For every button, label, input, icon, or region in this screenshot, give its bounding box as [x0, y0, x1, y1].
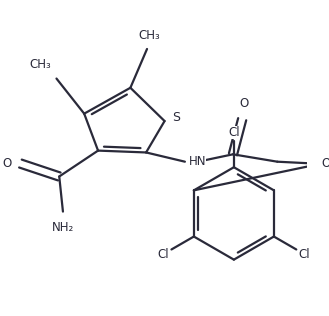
Text: O: O [322, 157, 329, 170]
Text: Cl: Cl [228, 126, 240, 139]
Text: HN: HN [189, 155, 206, 168]
Text: NH₂: NH₂ [52, 221, 74, 234]
Text: S: S [172, 111, 180, 124]
Text: CH₃: CH₃ [138, 28, 160, 42]
Text: CH₃: CH₃ [29, 58, 51, 71]
Text: Cl: Cl [298, 248, 310, 261]
Text: O: O [2, 157, 11, 170]
Text: O: O [240, 97, 249, 110]
Text: Cl: Cl [158, 248, 169, 261]
